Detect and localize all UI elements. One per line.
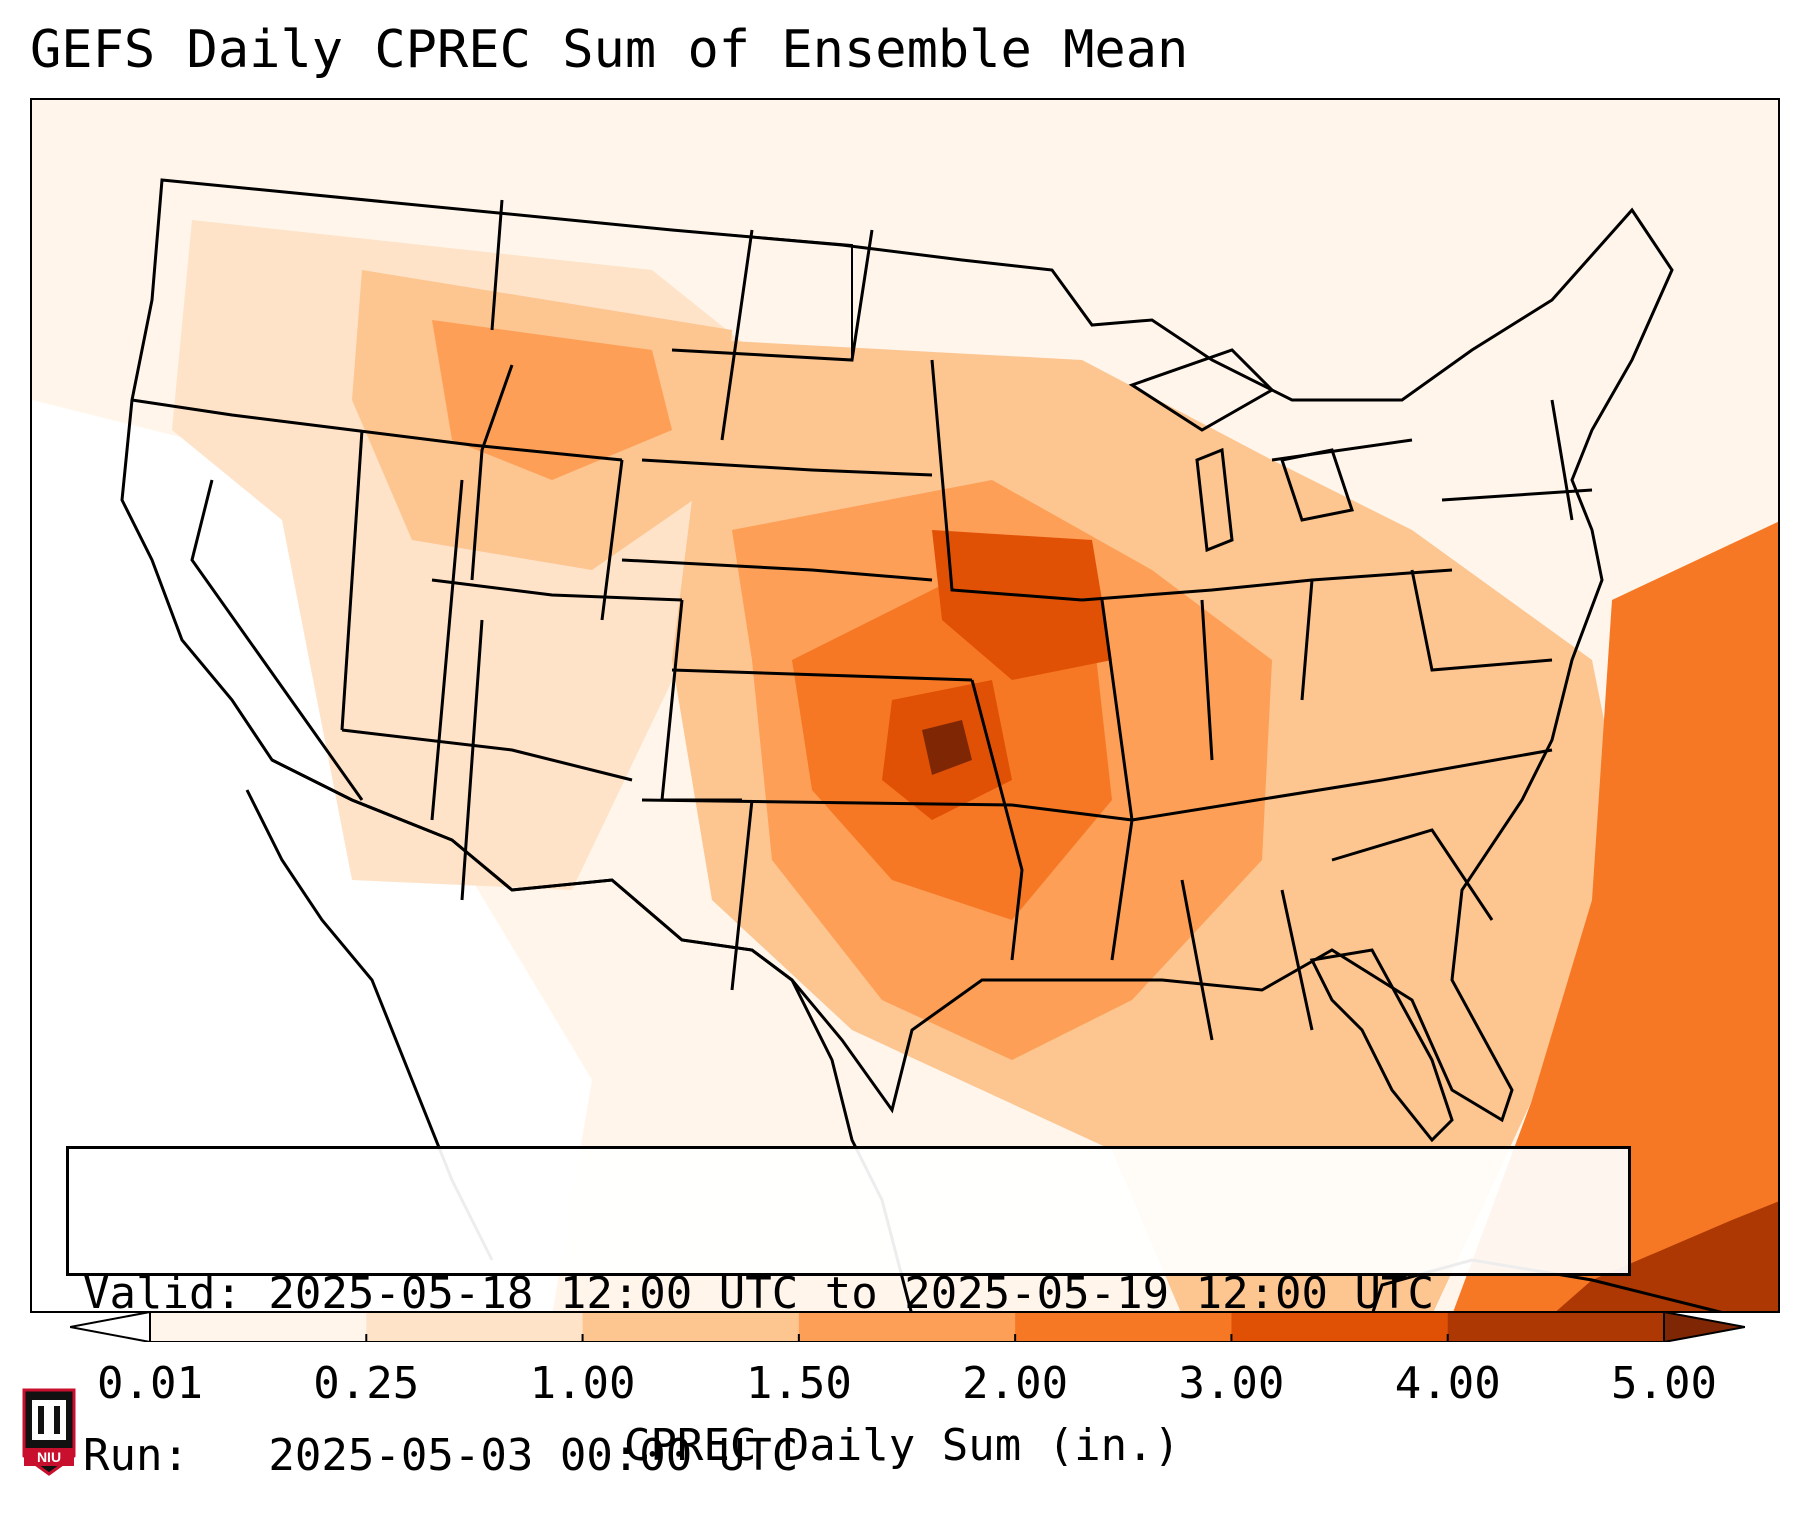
colorbar-tick-label: 0.01	[97, 1358, 203, 1409]
colorbar-segment	[1231, 1312, 1449, 1342]
colorbar-segment	[1015, 1312, 1232, 1342]
colorbar	[70, 1312, 1745, 1342]
colorbar-tick-label: 5.00	[1611, 1358, 1717, 1409]
colorbar-tick-label: 2.00	[962, 1358, 1069, 1409]
map-canvas	[32, 100, 1778, 1311]
colorbar-tick-label: 4.00	[1394, 1358, 1501, 1409]
colorbar-tick-label: 0.25	[313, 1358, 420, 1409]
colorbar-over-arrow	[1663, 1312, 1745, 1342]
precipitation-map	[30, 98, 1780, 1313]
shade-max-kansas	[922, 720, 972, 775]
shade-iowa	[932, 530, 1112, 680]
run-time-text: Run: 2025-05-03 00:00 UTC	[83, 1430, 799, 1481]
colorbar-segment	[150, 1312, 367, 1342]
colorbar-tick-label: 3.00	[1178, 1358, 1285, 1409]
colorbar-segment	[582, 1312, 800, 1342]
colorbar-ticks	[149, 1334, 1665, 1342]
map-title: GEFS Daily CPREC Sum of Ensemble Mean	[30, 20, 1189, 80]
valid-time-text: Valid: 2025-05-18 12:00 UTC to 2025-05-1…	[83, 1268, 1435, 1319]
niu-logo: NIU	[22, 1388, 76, 1476]
info-box: Valid: 2025-05-18 12:00 UTC to 2025-05-1…	[66, 1146, 1631, 1481]
shade-montana	[432, 320, 672, 480]
colorbar-tick-label: 1.00	[529, 1358, 636, 1409]
dry-region-west	[32, 400, 592, 1311]
colorbar-tick-label: 1.50	[745, 1358, 852, 1409]
lake-michigan-outline	[1195, 447, 1234, 553]
colorbar-segment	[366, 1312, 584, 1342]
colorbar-segment	[1447, 1312, 1665, 1342]
canada-border	[671, 229, 853, 360]
colorbar-segments	[149, 1312, 1665, 1342]
colorbar-under-arrow	[70, 1312, 151, 1342]
florida-outline	[1309, 948, 1454, 1143]
shade-atlantic	[1453, 521, 1778, 1311]
colorbar-segment	[798, 1312, 1016, 1342]
logo-text: NIU	[37, 1449, 61, 1465]
colorbar-label: CPREC Daily Sum (in.)	[623, 1420, 1181, 1471]
state-borders	[131, 199, 1593, 1041]
